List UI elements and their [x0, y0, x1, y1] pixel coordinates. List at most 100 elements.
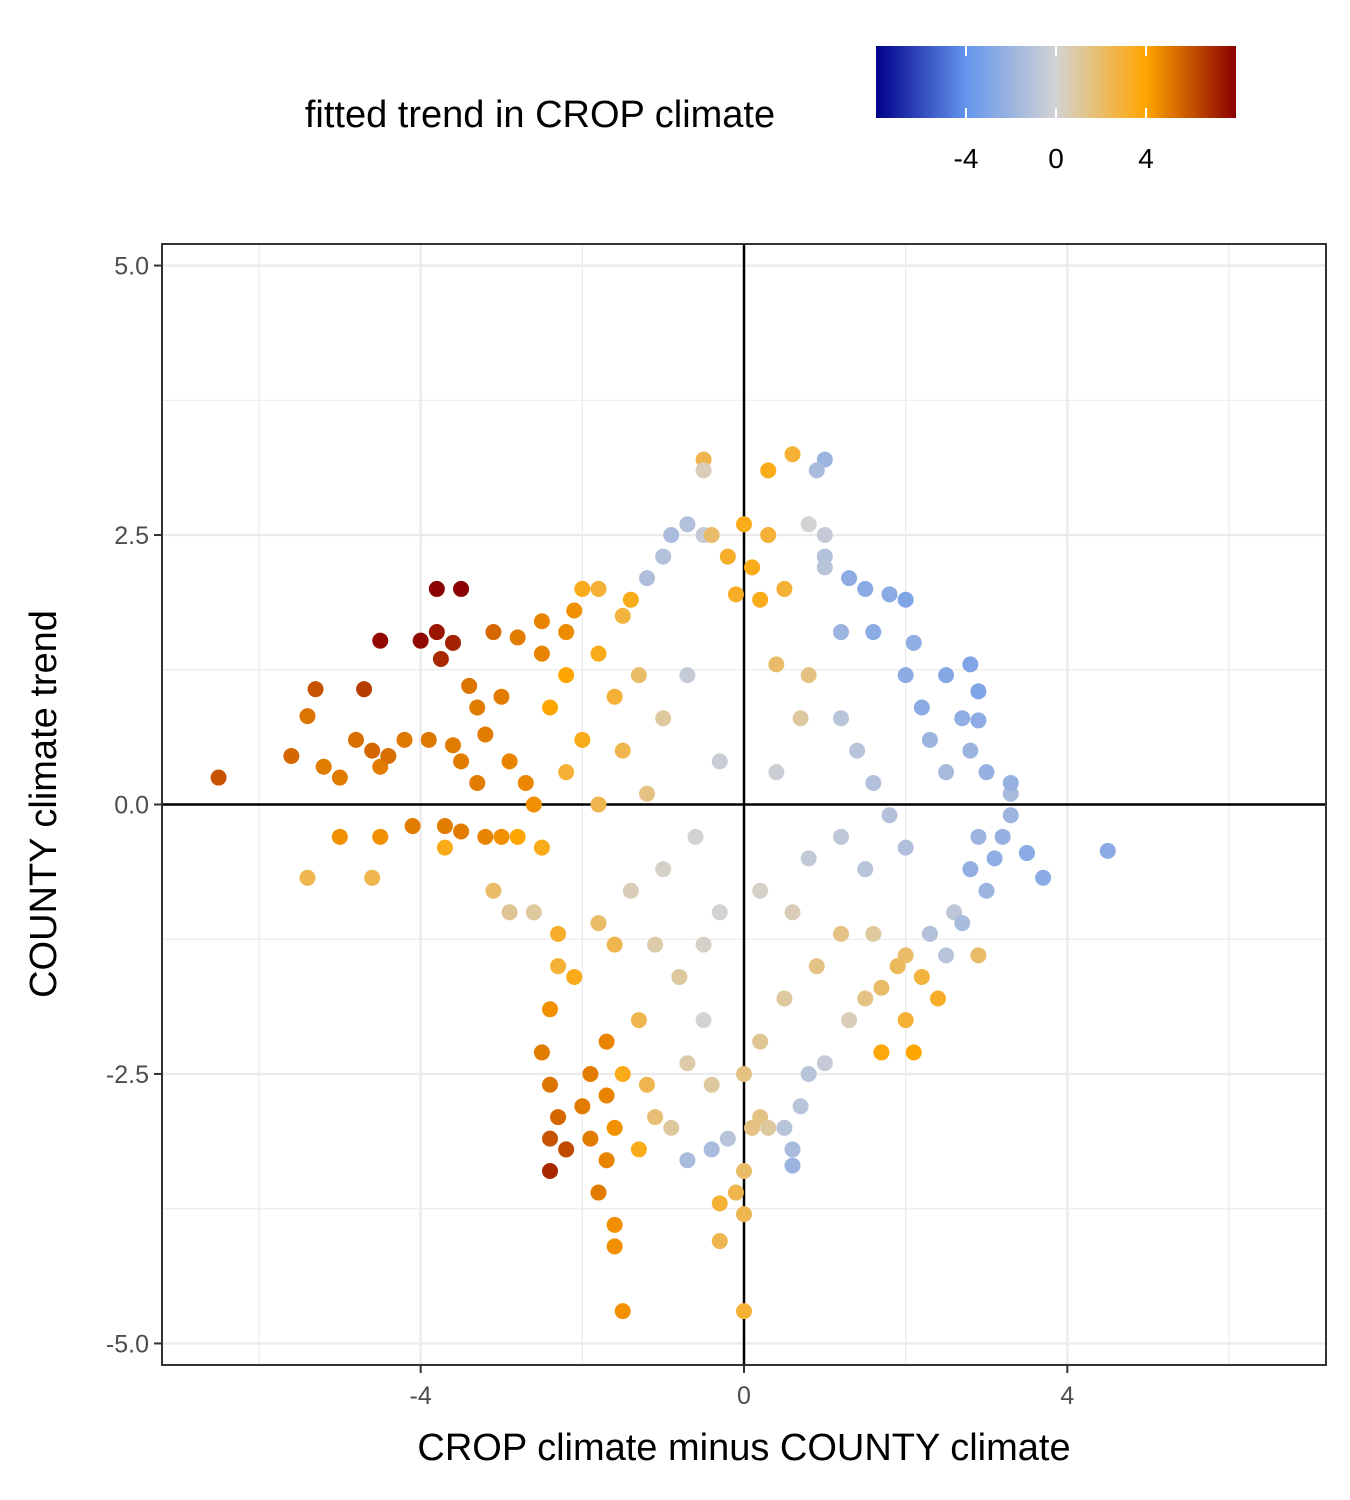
- legend-title: fitted trend in CROP climate: [305, 94, 775, 136]
- data-point: [622, 882, 639, 899]
- data-point: [703, 1076, 720, 1093]
- data-point: [356, 681, 373, 698]
- data-point: [752, 591, 769, 608]
- data-point: [404, 818, 421, 835]
- data-point: [978, 764, 995, 781]
- data-point: [768, 656, 785, 673]
- data-point: [639, 570, 655, 587]
- data-point: [719, 1130, 736, 1147]
- data-point: [978, 882, 995, 899]
- data-point: [598, 1087, 615, 1104]
- data-point: [590, 1184, 607, 1201]
- data-point: [493, 828, 510, 845]
- data-point: [453, 823, 470, 840]
- data-point: [566, 602, 583, 619]
- data-point: [905, 1044, 922, 1061]
- data-point: [671, 968, 688, 985]
- data-point: [574, 731, 591, 748]
- y-tick-label: 0.0: [114, 792, 149, 820]
- data-point: [469, 699, 486, 716]
- data-point: [727, 1184, 744, 1201]
- data-point: [736, 1162, 752, 1179]
- data-point: [614, 742, 631, 759]
- data-point: [428, 624, 445, 641]
- data-point: [299, 869, 316, 886]
- data-point: [905, 634, 922, 651]
- data-point: [445, 634, 461, 651]
- data-point: [436, 839, 453, 856]
- data-point: [348, 731, 364, 748]
- legend-tick-label: 4: [1138, 143, 1154, 174]
- data-point: [954, 710, 971, 727]
- data-point: [930, 990, 946, 1007]
- data-point: [574, 1098, 591, 1115]
- data-point: [776, 990, 793, 1007]
- y-axis: 5.0 2.5 0.0 -2.5 -5.0: [106, 253, 162, 1358]
- data-point: [550, 925, 567, 942]
- data-point: [800, 516, 817, 533]
- data-point: [752, 882, 769, 899]
- data-point: [469, 774, 486, 791]
- data-point: [703, 1141, 720, 1158]
- data-point: [372, 828, 389, 845]
- data-point: [833, 828, 849, 845]
- data-point: [962, 861, 979, 878]
- data-point: [606, 1216, 623, 1233]
- data-point: [800, 667, 817, 684]
- data-point: [897, 591, 914, 608]
- data-point: [865, 624, 882, 641]
- data-point: [283, 747, 300, 764]
- data-point: [533, 839, 550, 856]
- data-point: [614, 1065, 631, 1082]
- data-point: [873, 979, 890, 996]
- data-point: [913, 699, 930, 716]
- data-point: [542, 1130, 558, 1147]
- data-point: [655, 710, 672, 727]
- x-axis: -4 0 4: [410, 1365, 1074, 1410]
- data-point: [800, 1065, 817, 1082]
- data-point: [768, 764, 785, 781]
- data-point: [938, 947, 955, 964]
- x-tick-label: 4: [1060, 1382, 1074, 1410]
- x-axis-title: CROP climate minus COUNTY climate: [417, 1427, 1070, 1469]
- data-point: [711, 904, 728, 921]
- y-tick-label: 5.0: [114, 253, 149, 281]
- data-point: [525, 796, 542, 813]
- data-point: [808, 462, 825, 479]
- data-point: [542, 699, 558, 716]
- data-point: [792, 710, 809, 727]
- data-point: [703, 527, 720, 544]
- data-point: [372, 632, 389, 649]
- data-point: [816, 527, 833, 544]
- data-point: [630, 1012, 647, 1029]
- data-point: [760, 527, 777, 544]
- y-tick-label: -2.5: [106, 1061, 149, 1089]
- data-point: [606, 688, 623, 705]
- data-point: [630, 667, 647, 684]
- reference-lines: [162, 244, 1326, 1365]
- data-point: [606, 1238, 623, 1255]
- data-point: [938, 667, 955, 684]
- data-point: [833, 710, 849, 727]
- data-point: [695, 462, 712, 479]
- data-point: [970, 947, 987, 964]
- data-point: [550, 958, 567, 975]
- data-point: [841, 1012, 858, 1029]
- data-point: [453, 580, 470, 597]
- data-point: [849, 742, 866, 759]
- data-point: [380, 747, 397, 764]
- data-point: [412, 632, 429, 649]
- data-point: [299, 708, 316, 725]
- data-point: [736, 516, 752, 533]
- data-point: [396, 731, 413, 748]
- data-point: [865, 925, 882, 942]
- data-point: [420, 731, 437, 748]
- data-point: [857, 990, 874, 1007]
- data-point: [719, 548, 736, 565]
- data-point: [913, 968, 930, 985]
- data-point: [736, 1303, 752, 1320]
- data-point: [509, 828, 526, 845]
- data-point: [542, 1162, 558, 1179]
- data-point: [679, 516, 696, 533]
- data-point: [606, 936, 623, 953]
